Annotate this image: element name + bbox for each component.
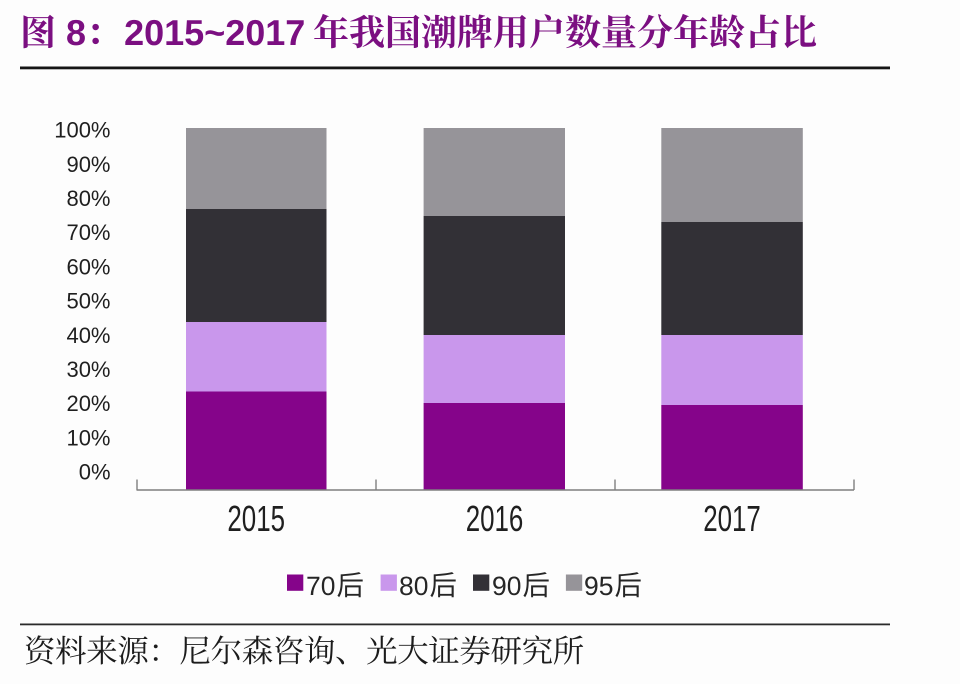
svg-text:70%: 70% — [66, 220, 110, 245]
svg-text:30%: 30% — [66, 357, 110, 382]
svg-text:90%: 90% — [66, 152, 110, 177]
svg-text:10%: 10% — [66, 425, 110, 450]
svg-text:20%: 20% — [66, 391, 110, 416]
svg-text:2017: 2017 — [703, 498, 761, 540]
svg-text:80%: 80% — [66, 186, 110, 211]
svg-text:100%: 100% — [54, 118, 110, 143]
svg-text:40%: 40% — [66, 323, 110, 348]
svg-text:60%: 60% — [66, 254, 110, 279]
svg-text:0%: 0% — [79, 460, 111, 485]
svg-text:50%: 50% — [66, 289, 110, 314]
svg-text:2016: 2016 — [466, 498, 524, 540]
svg-text:2015: 2015 — [227, 498, 285, 540]
